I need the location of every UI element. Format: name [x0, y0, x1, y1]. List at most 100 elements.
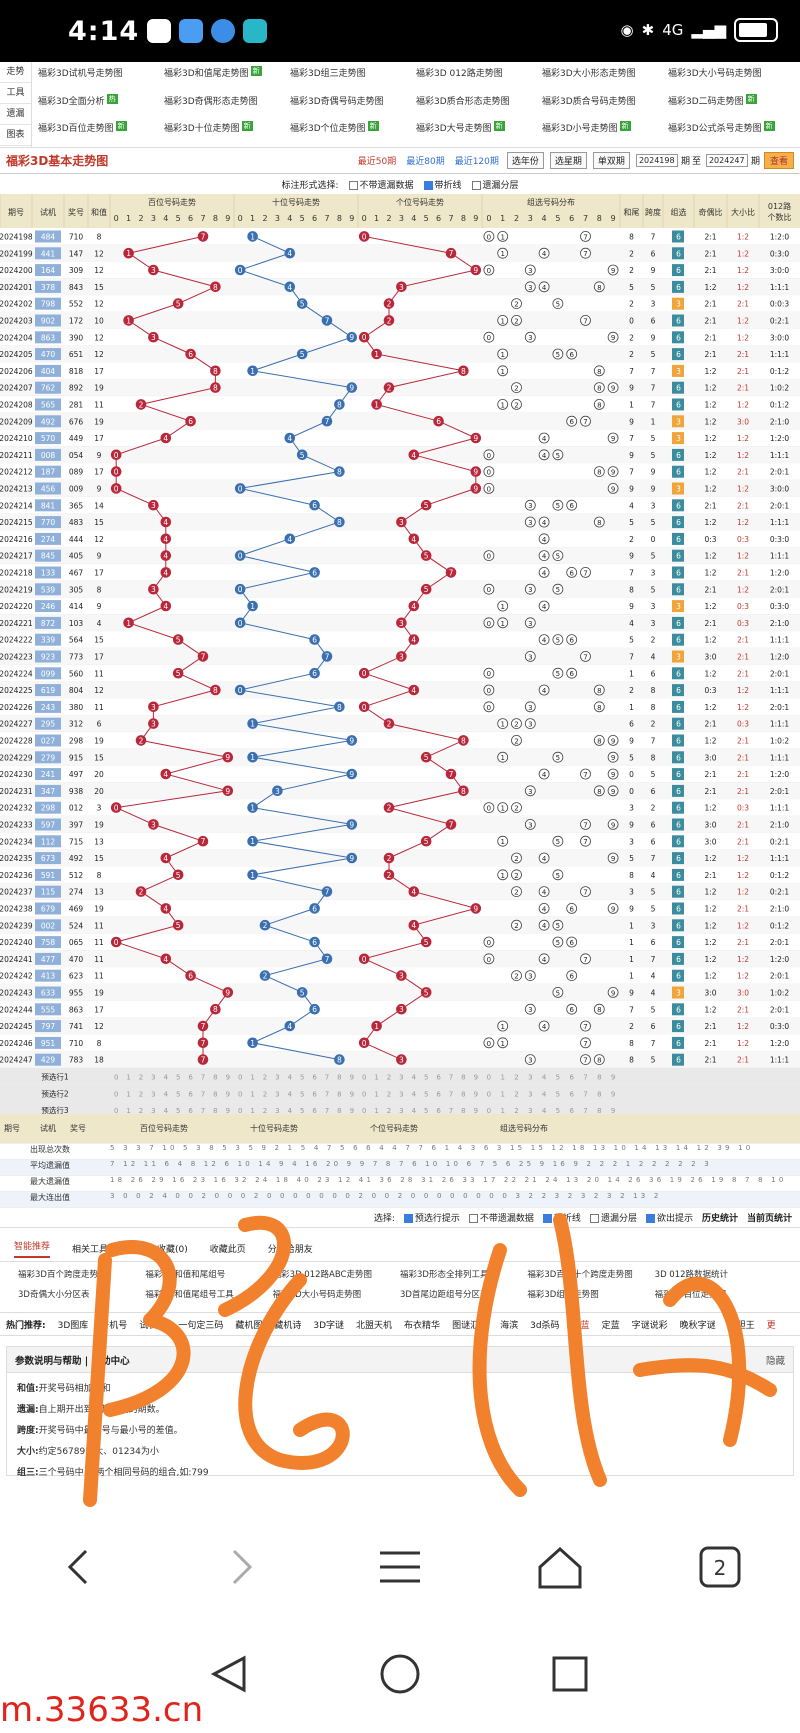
nav-link[interactable]: 福彩3D试机号走势图 [38, 66, 164, 88]
group-ball [538, 919, 550, 931]
menu-button[interactable] [370, 1537, 430, 1597]
to-input[interactable]: 2024247 [705, 154, 748, 167]
opt2-preselect[interactable]: 预选行提示 [403, 1211, 460, 1224]
nav-link[interactable]: 福彩3D公式杀号走势图新 [668, 121, 794, 143]
system-back-icon[interactable] [206, 1652, 250, 1696]
system-home-icon[interactable] [378, 1652, 422, 1696]
hdr-digit: 9 [349, 214, 354, 223]
week-select[interactable]: 选星期 [549, 152, 587, 169]
span-cell: 0 [651, 535, 656, 544]
preselect-digit: 9 [226, 1107, 230, 1114]
nav-link[interactable]: 福彩3D百位走势图新 [38, 121, 164, 143]
from-input[interactable]: 2024198 [635, 154, 678, 167]
recent80-link[interactable]: 最近80期 [406, 157, 445, 167]
draw-cell: 469 [69, 905, 84, 914]
group-ball-num: 8 [597, 704, 601, 712]
recommend-link[interactable]: 3D首尾边距组号分区表 [400, 1290, 489, 1300]
hot-link[interactable]: 北盟天机 [356, 1320, 393, 1331]
recommend-link[interactable]: 福彩3D百个跨度走势图 [18, 1270, 107, 1280]
bai-ball-num: 2 [139, 736, 144, 745]
recommend-link[interactable]: 福彩3D和值和尾组号 [145, 1270, 226, 1280]
query-button[interactable]: 查看 [763, 152, 794, 169]
back-button[interactable] [50, 1537, 110, 1597]
hot-link[interactable]: 藏机诗 [274, 1320, 302, 1331]
hot-link[interactable]: 杀蓝 [571, 1320, 590, 1331]
big-small-cell: 1:2 [737, 703, 749, 712]
hot-link[interactable]: 藏机图 [235, 1320, 263, 1331]
nav-side-item[interactable]: 工具 [0, 83, 31, 104]
nav-link[interactable]: 福彩3D个位走势图新 [290, 121, 416, 143]
hot-link[interactable]: 3D图库 [57, 1320, 89, 1331]
hot-link[interactable]: 开机号 [100, 1320, 128, 1331]
hot-link[interactable]: 定蓝 [601, 1320, 620, 1331]
hot-link[interactable]: 布衣精华 [404, 1320, 441, 1331]
recommend-link[interactable]: 福彩3D和值尾组号工具 [145, 1290, 234, 1300]
hot-link[interactable]: 试机号 [139, 1320, 167, 1331]
option-line[interactable]: 带折线 [423, 178, 462, 191]
group-type-badge [672, 398, 684, 411]
nav-link[interactable]: 福彩3D 012路走势图 [416, 66, 542, 88]
nav-side-item[interactable]: 遗漏 [0, 104, 31, 125]
system-recents-icon[interactable] [548, 1652, 592, 1696]
nav-link[interactable]: 福彩3D组三走势图 [290, 66, 416, 88]
odd-even-select[interactable]: 单双期 [592, 152, 630, 169]
recommend-link[interactable]: 福彩3D大小号码走势图 [272, 1290, 362, 1300]
tab-item[interactable]: 分享给朋友 [267, 1245, 313, 1255]
hot-link[interactable]: 一句定三码 [178, 1320, 224, 1331]
nav-link[interactable]: 福彩3D奇偶形态走势图 [164, 94, 290, 116]
group-ball [483, 331, 495, 343]
opt2-current[interactable]: 当前页统计 [747, 1211, 792, 1224]
forward-button[interactable] [210, 1537, 270, 1597]
nav-side-item[interactable]: 走势 [0, 62, 31, 83]
tab-item[interactable]: 相关工具 [72, 1245, 109, 1255]
hot-link[interactable]: 海滨 [500, 1320, 519, 1331]
nav-link[interactable]: 福彩3D二码走势图新 [668, 93, 794, 116]
nav-link[interactable]: 福彩3D全面分析热 [38, 93, 164, 116]
nav-link[interactable]: 福彩3D质合号码走势图 [542, 94, 668, 116]
hot-link[interactable]: 3d杀码 [530, 1320, 560, 1331]
option-layer[interactable]: 遗漏分层 [471, 178, 519, 191]
tabs-button[interactable]: 2 [690, 1537, 750, 1597]
nav-link[interactable]: 福彩3D质合形态走势图 [416, 94, 542, 116]
nav-link[interactable]: 福彩3D奇偶号码走势图 [290, 94, 416, 116]
tab-item[interactable]: 收藏此页 [209, 1245, 246, 1255]
opt2-tip[interactable]: 欲出提示 [645, 1211, 693, 1224]
recommend-link[interactable]: 福彩3D百位走势图 [654, 1290, 727, 1300]
group-type-cell: 6 [676, 720, 681, 729]
option-no-miss[interactable]: 不带遗漏数据 [348, 178, 414, 191]
group-ball-num: 0 [487, 939, 491, 947]
recommend-link[interactable]: 3D 012路数据统计 [654, 1270, 729, 1280]
year-select[interactable]: 选年份 [506, 152, 544, 169]
trial-cell: 133 [41, 569, 56, 578]
nav-link[interactable]: 福彩3D和值尾走势图新 [164, 66, 290, 88]
hot-link[interactable]: 更 [766, 1320, 776, 1331]
hot-link[interactable]: 3D字谜 [313, 1320, 345, 1331]
hot-link[interactable]: 独胆王 [727, 1320, 755, 1331]
tab-item[interactable]: 智能推荐 [14, 1239, 51, 1258]
home-button[interactable] [530, 1537, 590, 1597]
hot-link[interactable]: 字谜说彩 [631, 1320, 668, 1331]
recent50-link[interactable]: 最近50期 [357, 157, 397, 167]
opt2-line[interactable]: 带折线 [542, 1211, 581, 1224]
nav-link[interactable]: 福彩3D十位走势图新 [164, 121, 290, 143]
sum-cell: 12 [94, 535, 104, 544]
nav-link[interactable]: 福彩3D大小号码走势图 [668, 66, 794, 88]
recommend-link[interactable]: 福彩3D组三走势图 [527, 1290, 599, 1300]
nav-link[interactable]: 福彩3D大号走势图新 [416, 121, 542, 143]
tab-item[interactable]: 建议你收藏(0) [130, 1245, 188, 1255]
nav-link[interactable]: 福彩3D小号走势图新 [542, 121, 668, 143]
nav-side-item[interactable]: 图表 [0, 125, 31, 146]
opt2-no-miss[interactable]: 不带遗漏数据 [468, 1211, 534, 1224]
opt2-layer[interactable]: 遗漏分层 [589, 1211, 637, 1224]
recommend-link[interactable]: 福彩3D 012路ABC走势图 [272, 1270, 372, 1280]
recent120-link[interactable]: 最近120期 [454, 157, 499, 167]
group-ball [538, 768, 550, 780]
recommend-link[interactable]: 3D奇偶大小分区表 [18, 1290, 90, 1300]
help-hide-button[interactable]: 隐藏 [765, 1355, 785, 1367]
hot-link[interactable]: 图谜汇总 [452, 1320, 489, 1331]
recommend-link[interactable]: 福彩3D形态全排列工具 [400, 1270, 489, 1280]
opt2-history[interactable]: 历史统计 [702, 1211, 738, 1224]
nav-link[interactable]: 福彩3D大小形态走势图 [542, 66, 668, 88]
recommend-link[interactable]: 福彩3D百个十个跨度走势图 [527, 1270, 633, 1280]
hot-link[interactable]: 晚秋字谜 [679, 1320, 716, 1331]
